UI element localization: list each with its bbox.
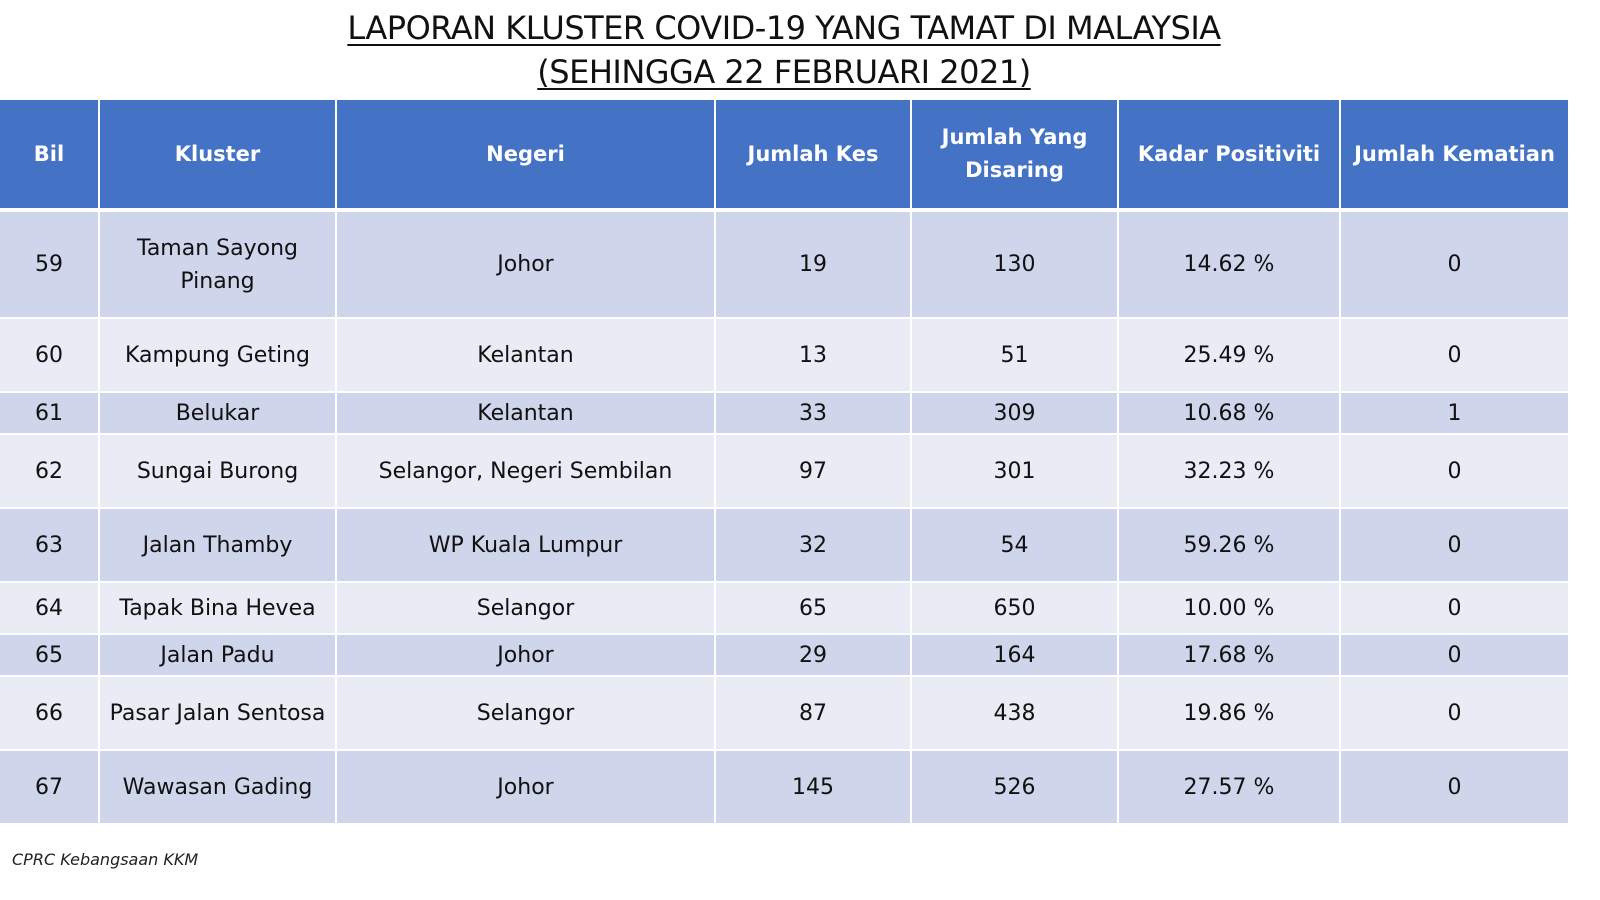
cell-jumlah-kes: 32: [715, 508, 912, 583]
cell-jumlah-kematian: 1: [1340, 392, 1568, 435]
header-kadar-positiviti: Kadar Positiviti: [1118, 100, 1341, 212]
cell-negeri: Kelantan: [336, 318, 716, 393]
cell-kadar-positiviti: 10.68 %: [1118, 392, 1341, 435]
cell-jumlah-kes: 33: [715, 392, 912, 435]
cluster-table: Bil Kluster Negeri Jumlah Kes Jumlah Yan…: [0, 100, 1568, 825]
cell-kluster: Belukar: [99, 392, 337, 435]
cell-jumlah-kes: 87: [715, 676, 912, 751]
cell-negeri: Selangor, Negeri Sembilan: [336, 434, 716, 509]
cell-jumlah-disaring: 164: [911, 634, 1119, 677]
cell-bil: 60: [0, 318, 100, 393]
source-note: CPRC Kebangsaan KKM: [12, 850, 199, 869]
report-title-line-1: LAPORAN KLUSTER COVID-19 YANG TAMAT DI M…: [347, 9, 1221, 47]
table-row: 64 Tapak Bina Hevea Selangor 65 650 10.0…: [0, 582, 1568, 635]
cell-jumlah-kematian: 0: [1340, 318, 1568, 393]
cell-kluster: Kampung Geting: [99, 318, 337, 393]
cell-kadar-positiviti: 19.86 %: [1118, 676, 1341, 751]
cell-kluster: Wawasan Gading: [99, 750, 337, 825]
cell-negeri: Kelantan: [336, 392, 716, 435]
report-title-line-2: (SEHINGGA 22 FEBRUARI 2021): [537, 53, 1031, 91]
header-jumlah-kes: Jumlah Kes: [715, 100, 912, 212]
cell-negeri: WP Kuala Lumpur: [336, 508, 716, 583]
header-kluster: Kluster: [99, 100, 337, 212]
cell-jumlah-disaring: 650: [911, 582, 1119, 635]
cell-kluster: Jalan Thamby: [99, 508, 337, 583]
cell-kadar-positiviti: 59.26 %: [1118, 508, 1341, 583]
cell-jumlah-kes: 13: [715, 318, 912, 393]
cell-kadar-positiviti: 10.00 %: [1118, 582, 1341, 635]
cell-kluster: Sungai Burong: [99, 434, 337, 509]
cell-jumlah-kematian: 0: [1340, 676, 1568, 751]
header-negeri: Negeri: [336, 100, 716, 212]
cell-bil: 65: [0, 634, 100, 677]
cell-negeri: Johor: [336, 750, 716, 825]
cell-kluster: Pasar Jalan Sentosa: [99, 676, 337, 751]
cell-jumlah-kematian: 0: [1340, 634, 1568, 677]
cell-jumlah-kematian: 0: [1340, 582, 1568, 635]
cell-kluster: Tapak Bina Hevea: [99, 582, 337, 635]
table-row: 63 Jalan Thamby WP Kuala Lumpur 32 54 59…: [0, 508, 1568, 583]
cell-kadar-positiviti: 14.62 %: [1118, 210, 1341, 319]
table-row: 59 Taman Sayong Pinang Johor 19 130 14.6…: [0, 210, 1568, 319]
cell-jumlah-kes: 145: [715, 750, 912, 825]
header-jumlah-disaring: Jumlah Yang Disaring: [911, 100, 1119, 212]
table-row: 66 Pasar Jalan Sentosa Selangor 87 438 1…: [0, 676, 1568, 751]
table-row: 61 Belukar Kelantan 33 309 10.68 % 1: [0, 392, 1568, 435]
cell-kadar-positiviti: 17.68 %: [1118, 634, 1341, 677]
table-row: 65 Jalan Padu Johor 29 164 17.68 % 0: [0, 634, 1568, 677]
cell-bil: 66: [0, 676, 100, 751]
cell-jumlah-kematian: 0: [1340, 750, 1568, 825]
cell-jumlah-kes: 19: [715, 210, 912, 319]
report-title: LAPORAN KLUSTER COVID-19 YANG TAMAT DI M…: [0, 6, 1568, 94]
cell-kluster: Jalan Padu: [99, 634, 337, 677]
table-row: 62 Sungai Burong Selangor, Negeri Sembil…: [0, 434, 1568, 509]
cell-bil: 62: [0, 434, 100, 509]
cell-kadar-positiviti: 27.57 %: [1118, 750, 1341, 825]
cell-bil: 63: [0, 508, 100, 583]
table-header: Bil Kluster Negeri Jumlah Kes Jumlah Yan…: [0, 100, 1568, 212]
cell-bil: 67: [0, 750, 100, 825]
cell-jumlah-disaring: 301: [911, 434, 1119, 509]
header-bil: Bil: [0, 100, 100, 212]
cell-negeri: Johor: [336, 634, 716, 677]
cell-kadar-positiviti: 25.49 %: [1118, 318, 1341, 393]
cell-jumlah-kematian: 0: [1340, 508, 1568, 583]
cell-jumlah-kes: 65: [715, 582, 912, 635]
cell-negeri: Selangor: [336, 676, 716, 751]
cell-bil: 61: [0, 392, 100, 435]
cell-negeri: Selangor: [336, 582, 716, 635]
table-body: 59 Taman Sayong Pinang Johor 19 130 14.6…: [0, 210, 1568, 825]
cell-jumlah-kematian: 0: [1340, 434, 1568, 509]
cell-jumlah-disaring: 130: [911, 210, 1119, 319]
cell-jumlah-kes: 97: [715, 434, 912, 509]
cell-kluster: Taman Sayong Pinang: [99, 210, 337, 319]
cell-jumlah-disaring: 309: [911, 392, 1119, 435]
cell-jumlah-kematian: 0: [1340, 210, 1568, 319]
table-row: 60 Kampung Geting Kelantan 13 51 25.49 %…: [0, 318, 1568, 393]
cell-jumlah-disaring: 54: [911, 508, 1119, 583]
cell-jumlah-kes: 29: [715, 634, 912, 677]
table-row: 67 Wawasan Gading Johor 145 526 27.57 % …: [0, 750, 1568, 825]
cell-jumlah-disaring: 51: [911, 318, 1119, 393]
cell-bil: 59: [0, 210, 100, 319]
cell-jumlah-disaring: 526: [911, 750, 1119, 825]
cell-bil: 64: [0, 582, 100, 635]
cell-kadar-positiviti: 32.23 %: [1118, 434, 1341, 509]
header-row: Bil Kluster Negeri Jumlah Kes Jumlah Yan…: [0, 100, 1568, 212]
cell-negeri: Johor: [336, 210, 716, 319]
header-jumlah-kematian: Jumlah Kematian: [1340, 100, 1568, 212]
cell-jumlah-disaring: 438: [911, 676, 1119, 751]
